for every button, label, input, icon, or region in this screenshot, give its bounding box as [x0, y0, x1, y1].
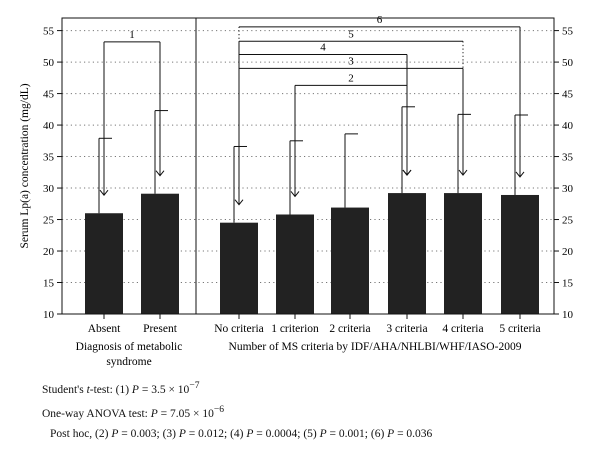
y-tick-label-left: 25 — [43, 215, 55, 227]
bar — [501, 194, 539, 314]
y-tick-label-right: 35 — [562, 152, 574, 164]
bar — [276, 214, 314, 314]
x-tick-label: 2 criteria — [329, 323, 370, 335]
posthoc-item: (2) P = 0.003; — [95, 427, 163, 440]
y-tick-label-left: 20 — [43, 246, 55, 258]
posthoc-note: Post hoc, (2) P = 0.003; (3) P = 0.012; … — [50, 427, 433, 440]
bracket-label: 5 — [348, 28, 354, 40]
y-axis-label: Serum Lp(a) concentration (mg/dL) — [19, 83, 31, 248]
bracket-arrowhead — [99, 189, 109, 197]
bracket-arrowhead — [234, 199, 244, 206]
posthoc-item: (4) P = 0.0004; — [230, 427, 304, 440]
bar — [388, 193, 426, 314]
y-tick-label-left: 45 — [43, 89, 55, 101]
y-tick-label-right: 55 — [562, 26, 574, 38]
x-tick-label: No criteria — [214, 323, 264, 335]
bracket-arrowhead — [515, 171, 525, 178]
bar — [85, 213, 123, 314]
bars — [85, 193, 539, 314]
posthoc-item: (6) P = 0.036 — [370, 427, 433, 440]
posthoc-item: (3) P = 0.012; — [162, 427, 231, 440]
x-tick-label: 1 criterion — [271, 323, 319, 335]
bracket-label: 4 — [320, 42, 326, 54]
bracket-arrowhead — [458, 169, 468, 176]
bracket-label: 2 — [348, 72, 354, 84]
plot-frame — [61, 17, 555, 315]
y-tick-label-right: 50 — [562, 57, 574, 69]
y-tick-label-left: 35 — [43, 152, 55, 164]
y-tick-label-right: 40 — [562, 120, 574, 132]
axes — [57, 17, 559, 319]
bracket-arrowhead — [155, 170, 165, 177]
anova-note: One-way ANOVA test: P = 7.05 × 10−6 — [42, 403, 225, 420]
y-tick-label-left: 10 — [43, 309, 55, 321]
bar — [220, 222, 258, 314]
comparison-brackets: 1 2 3 4 5 6 — [99, 14, 525, 206]
y-tick-label-right: 25 — [562, 215, 574, 227]
bracket-arrowhead — [402, 169, 412, 176]
y-tick-label-left: 55 — [43, 26, 55, 38]
x-axis-label: Number of MS criteria by IDF/AHA/NHLBI/W… — [229, 341, 522, 353]
y-tick-label-left: 50 — [43, 57, 55, 69]
bar — [444, 193, 482, 314]
bracket-label: 1 — [129, 29, 135, 41]
x-tick-label: Absent — [88, 323, 121, 335]
x-axis-label: Diagnosis of metabolic — [76, 341, 183, 353]
y-tick-label-left: 40 — [43, 120, 55, 132]
y-tick-label-right: 10 — [562, 309, 574, 321]
statistics-notes: Student's t-test: (1) P = 3.5 × 10−7 One… — [42, 376, 432, 444]
posthoc-item: (5) P = 0.001; — [303, 427, 371, 440]
error-bars — [98, 106, 528, 223]
y-tick-label-left: 15 — [43, 278, 55, 290]
bracket-label: 6 — [377, 14, 383, 26]
y-tick-label-right: 20 — [562, 246, 574, 258]
x-tick-label: Present — [143, 323, 178, 335]
bracket-arrowhead — [290, 191, 300, 198]
y-tick-label-right: 30 — [562, 183, 574, 195]
x-axis-label: syndrome — [106, 356, 151, 368]
y-tick-label-left: 30 — [43, 183, 55, 195]
y-tick-label-right: 15 — [562, 278, 574, 290]
x-tick-label: 4 criteria — [442, 323, 483, 335]
x-tick-label: 3 criteria — [386, 323, 427, 335]
bracket-label: 3 — [348, 55, 354, 67]
bar — [141, 193, 179, 314]
bar — [331, 207, 369, 314]
y-tick-label-right: 45 — [562, 89, 574, 101]
x-tick-label: 5 criteria — [499, 323, 540, 335]
ttest-note: Student's t-test: (1) P = 3.5 × 10−7 — [42, 380, 200, 396]
